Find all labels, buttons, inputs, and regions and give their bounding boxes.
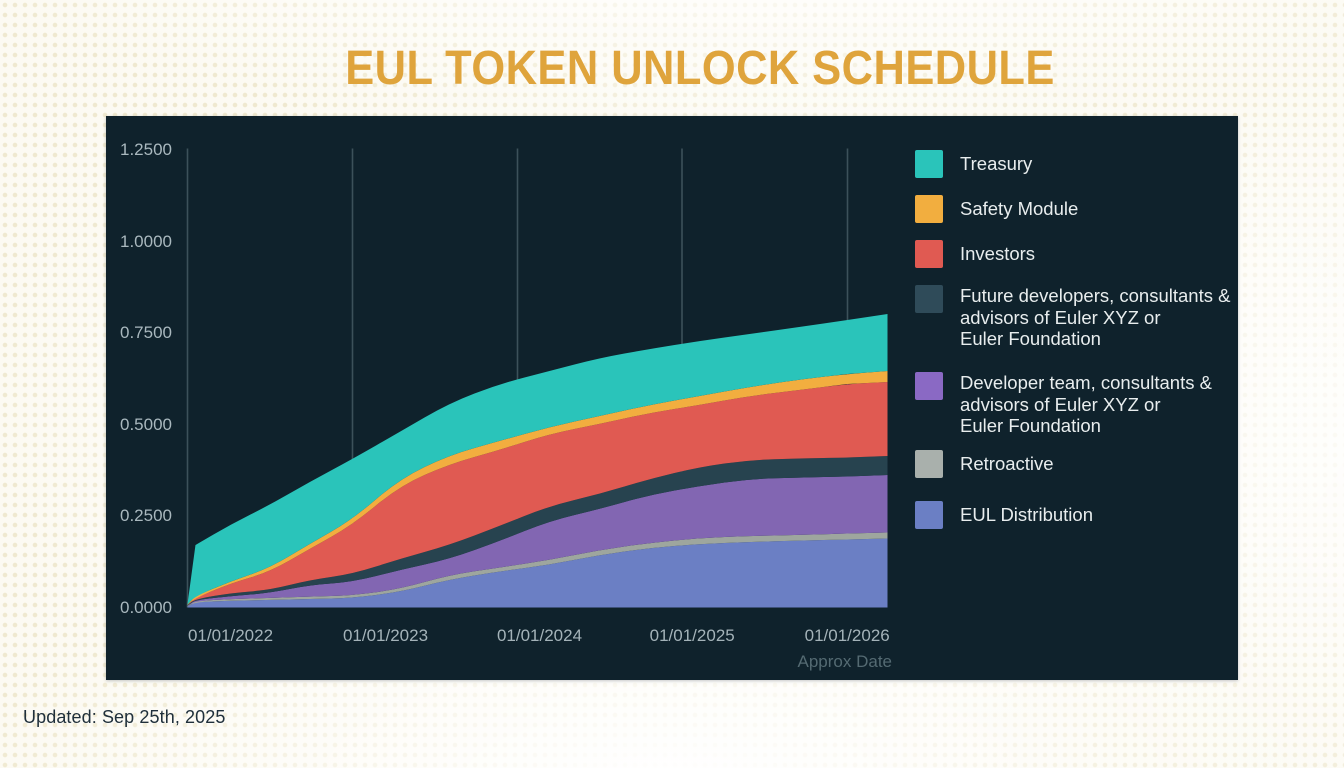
y-tick-label: 0.2500 xyxy=(120,506,172,525)
legend-swatch xyxy=(915,240,943,268)
y-tick-label: 1.2500 xyxy=(120,140,172,159)
y-tick-label: 0.7500 xyxy=(120,323,172,342)
x-tick-label: 01/01/2025 xyxy=(649,626,735,645)
legend-swatch xyxy=(915,372,943,400)
x-tick-label: 01/01/2026 xyxy=(804,626,890,645)
area-eul-distribution xyxy=(187,538,888,608)
chart-panel: 1.2500 1.0000 0.7500 0.5000 0.2500 0.0000 01/… xyxy=(106,116,1238,680)
legend-label: Treasury xyxy=(960,153,1033,174)
legend-label: Safety Module xyxy=(960,198,1079,219)
area-treasury xyxy=(187,314,888,605)
legend-swatch xyxy=(915,150,943,178)
footer-note: Updated: Sep 25th, 2025 xyxy=(23,707,226,727)
legend-label: Investors xyxy=(960,243,1036,264)
area-developer-team xyxy=(187,475,888,606)
area-future-developers xyxy=(187,456,888,606)
legend-label: Developer team, consultants & advisors o… xyxy=(960,372,1212,436)
legend-label: Retroactive xyxy=(960,453,1054,474)
legend-label: Future developers, consultants & advisor… xyxy=(960,285,1231,349)
area-retroactive xyxy=(187,532,888,607)
x-tick-label: 01/01/2023 xyxy=(342,626,429,645)
area-investors xyxy=(187,382,888,605)
legend-swatch xyxy=(915,195,943,223)
y-tick-label: 1.0000 xyxy=(120,231,172,251)
legend-swatch xyxy=(915,285,943,313)
legend-swatch xyxy=(915,450,943,478)
x-axis-title: Approx Date xyxy=(797,652,893,671)
stacked-area-plot xyxy=(186,148,888,608)
legend-swatch xyxy=(915,501,943,529)
page-title: EUL TOKEN UNLOCK SCHEDULE xyxy=(345,42,1055,95)
x-tick-label: 01/01/2022 xyxy=(187,626,274,645)
x-tick-label: 01/01/2024 xyxy=(496,626,583,645)
y-tick-label: 0.5000 xyxy=(120,414,172,434)
legend-label: EUL Distribution xyxy=(960,504,1093,525)
y-tick-label: 0.0000 xyxy=(120,597,172,617)
